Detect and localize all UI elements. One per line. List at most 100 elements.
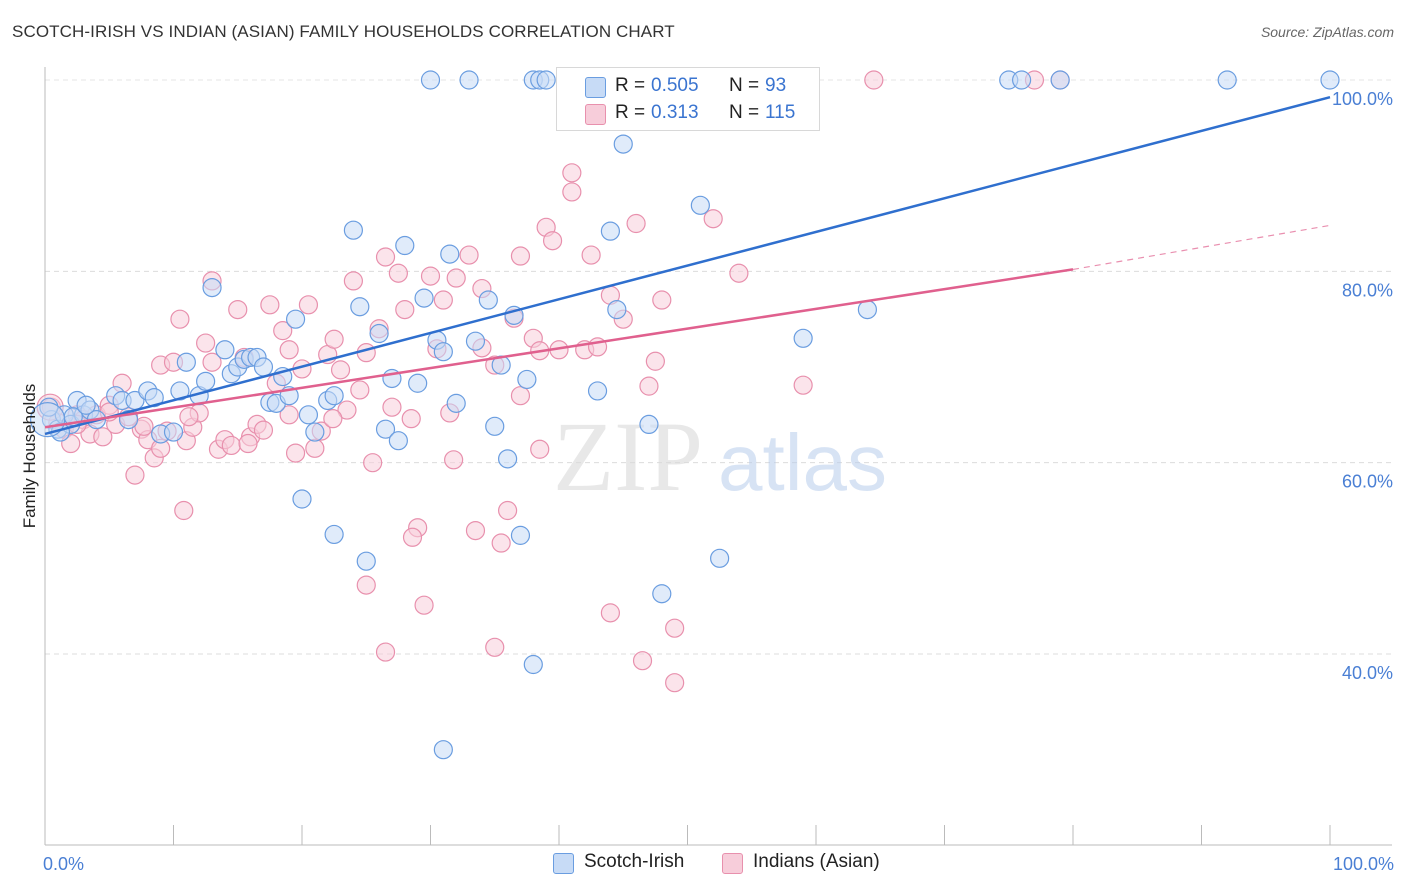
watermark-atlas: atlas — [718, 418, 887, 507]
point-indians-asian — [498, 500, 518, 521]
point-indians-asian — [645, 351, 665, 371]
watermark: ZIP atlas — [553, 401, 887, 512]
legend-swatch-pink — [585, 104, 606, 125]
point-indians-asian — [238, 433, 258, 454]
point-scotch-irish — [440, 244, 460, 264]
tick-labels: 40.0% 60.0% 80.0% 100.0% — [1332, 89, 1393, 683]
trend-line-indians-asian-extension — [1072, 224, 1331, 271]
point-scotch-irish — [523, 654, 543, 675]
trend-line-scotch-irish — [44, 96, 1331, 436]
point-indians-asian — [174, 500, 194, 521]
point-indians-asian — [170, 309, 190, 329]
point-indians-asian — [375, 247, 396, 267]
point-indians-asian — [330, 360, 351, 380]
point-scotch-irish — [485, 416, 505, 436]
point-scotch-irish — [459, 70, 479, 90]
point-scotch-irish — [176, 352, 196, 372]
point-indians-asian — [510, 246, 531, 266]
legend-swatch-pink — [722, 853, 743, 874]
y-tick-label: 40.0% — [1342, 663, 1393, 683]
y-axis-title: Family Households — [20, 384, 39, 529]
point-scotch-irish — [1011, 70, 1032, 90]
point-indians-asian — [350, 380, 370, 400]
point-scotch-irish — [600, 221, 621, 241]
point-indians-asian — [337, 400, 357, 420]
point-scotch-irish — [408, 373, 428, 393]
point-indians-asian — [793, 375, 813, 395]
point-scotch-irish — [587, 381, 608, 401]
point-scotch-irish — [324, 524, 344, 545]
point-indians-asian — [196, 333, 216, 353]
point-indians-asian — [324, 329, 344, 349]
point-scotch-irish — [793, 328, 813, 348]
point-indians-asian — [562, 182, 582, 202]
point-scotch-irish — [433, 740, 453, 760]
point-scotch-irish — [76, 395, 96, 415]
point-indians-asian — [562, 163, 582, 183]
point-indians-asian — [864, 70, 884, 90]
point-scotch-irish — [196, 371, 216, 391]
x-tick-max: 100.0% — [1333, 854, 1394, 874]
point-indians-asian — [581, 245, 601, 265]
point-scotch-irish — [388, 431, 408, 451]
point-scotch-irish — [170, 381, 190, 401]
point-scotch-irish — [498, 449, 518, 469]
point-scotch-irish — [395, 235, 415, 256]
legend-r-value: 0.505 — [651, 75, 699, 96]
legend-r-label: R = — [615, 102, 646, 123]
legend-label: Scotch-Irish — [584, 851, 685, 872]
point-indians-asian — [375, 642, 396, 662]
point-scotch-irish — [1320, 70, 1340, 90]
legend-r-value: 0.313 — [651, 102, 699, 123]
point-indians-asian — [202, 352, 222, 372]
chart-title: SCOTCH-IRISH VS INDIAN (ASIAN) FAMILY HO… — [12, 22, 675, 41]
point-scotch-irish — [536, 70, 556, 90]
point-scotch-irish — [1050, 70, 1070, 90]
point-indians-asian — [279, 405, 299, 425]
point-indians-asian — [401, 409, 421, 429]
point-scotch-irish — [446, 393, 466, 413]
point-indians-asian — [253, 420, 274, 440]
point-indians-asian — [343, 271, 363, 291]
point-indians-asian — [665, 618, 685, 638]
point-indians-asian — [298, 295, 319, 315]
point-indians-asian — [433, 290, 453, 310]
source-label: Source: ZipAtlas.com — [1260, 24, 1394, 40]
point-indians-asian — [273, 321, 293, 341]
legend-swatch-blue — [585, 77, 606, 98]
point-scotch-irish — [163, 422, 184, 442]
point-scotch-irish — [465, 331, 486, 351]
point-scotch-irish — [202, 277, 222, 298]
axes — [44, 67, 1392, 846]
point-indians-asian — [382, 397, 402, 417]
y-tick-label: 100.0% — [1332, 89, 1393, 109]
point-scotch-irish — [607, 300, 627, 320]
point-indians-asian — [395, 300, 415, 320]
point-indians-asian — [626, 213, 646, 234]
point-indians-asian — [530, 439, 550, 459]
point-scotch-irish — [1217, 70, 1237, 90]
point-scotch-irish — [215, 340, 235, 360]
point-indians-asian — [285, 443, 306, 463]
point-indians-asian — [510, 386, 531, 406]
y-tick-label: 80.0% — [1342, 280, 1393, 300]
point-indians-asian — [305, 438, 325, 458]
point-indians-asian — [414, 595, 434, 615]
point-scotch-irish — [375, 419, 396, 439]
point-scotch-irish — [710, 548, 730, 568]
point-indians-asian — [279, 340, 299, 360]
point-indians-asian — [179, 407, 199, 427]
point-indians-asian — [388, 263, 408, 283]
point-indians-asian — [491, 533, 511, 553]
point-indians-asian — [221, 435, 241, 456]
point-indians-asian — [402, 527, 423, 547]
point-indians-asian — [228, 300, 248, 320]
point-indians-asian — [356, 575, 376, 595]
series-indians-asian-points — [36, 70, 1070, 693]
point-scotch-irish-cluster — [29, 402, 66, 438]
legend-n-value: 115 — [765, 102, 796, 123]
y-tick-label: 60.0% — [1342, 472, 1393, 492]
point-scotch-irish — [343, 220, 363, 240]
point-scotch-irish — [857, 300, 878, 320]
